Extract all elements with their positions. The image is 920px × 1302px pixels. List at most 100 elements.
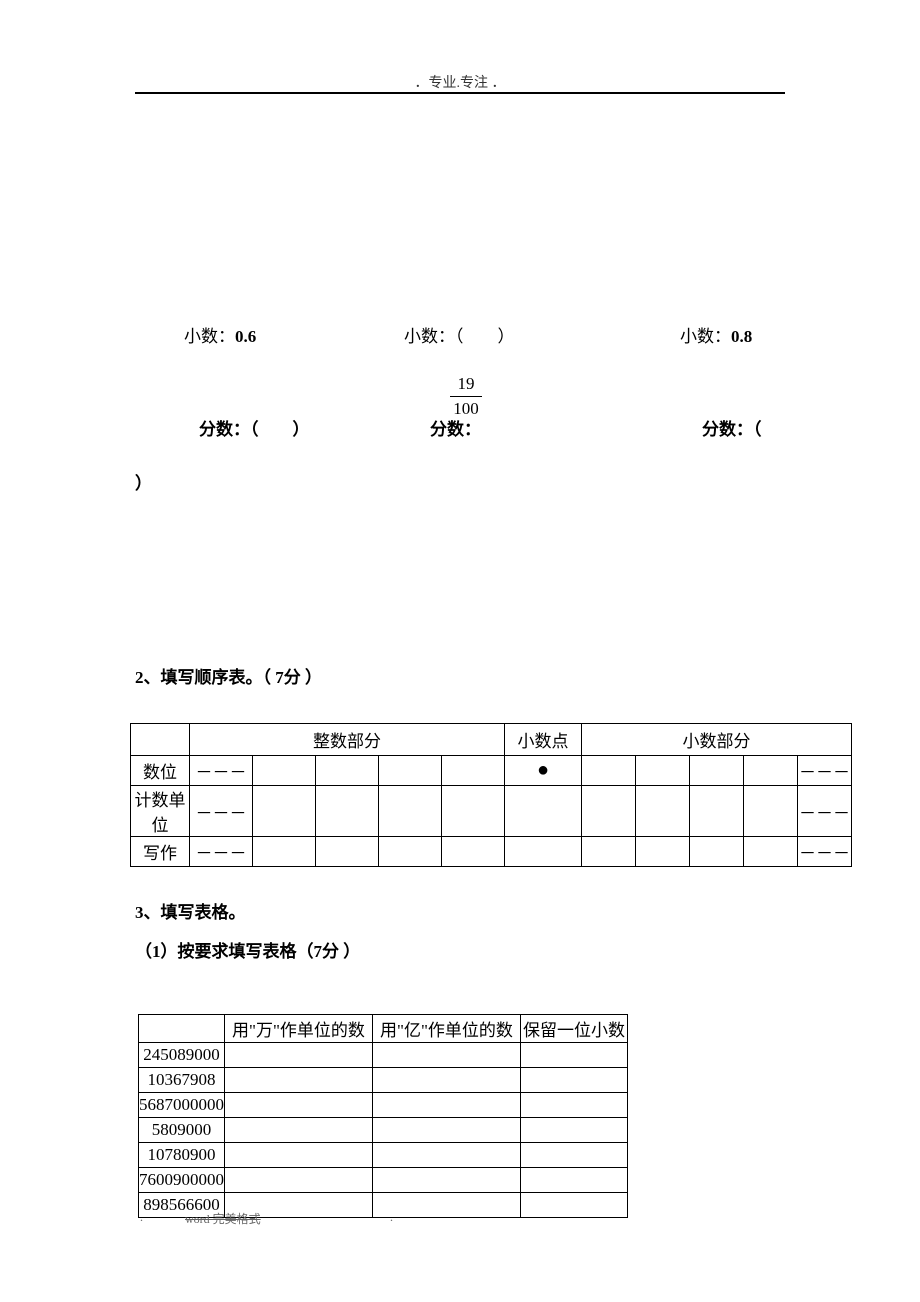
row-label-2: 计数单位 <box>131 786 190 837</box>
table-cell <box>373 1168 521 1193</box>
table-cell: －－－ <box>190 756 253 786</box>
table-cell <box>379 756 442 786</box>
table-1-blank-header <box>131 724 190 756</box>
table-cell: 10367908 <box>139 1068 225 1093</box>
table-cell <box>582 837 636 867</box>
header-text: ．专业.专注 ． <box>415 72 506 92</box>
table-cell: 5809000 <box>139 1118 225 1143</box>
decimal-left-value: 0.6 <box>235 327 256 346</box>
table-cell <box>373 1118 521 1143</box>
table-cell <box>744 837 798 867</box>
table-cell <box>521 1193 628 1218</box>
table-cell <box>744 756 798 786</box>
table-cell <box>253 756 316 786</box>
table-cell <box>316 756 379 786</box>
table-cell <box>521 1043 628 1068</box>
table-cell <box>379 837 442 867</box>
table-row: 数位 －－－ ● －－－ <box>131 756 852 786</box>
table-2-h2: 用"亿"作单位的数 <box>373 1015 521 1043</box>
table-cell <box>521 1143 628 1168</box>
table-cell <box>442 837 505 867</box>
dot-cell: ● <box>505 756 582 786</box>
table-row: 10780900 <box>139 1143 628 1168</box>
decimal-left: 小数：0.6 <box>184 322 256 347</box>
table-cell <box>505 837 582 867</box>
table-2-h1: 用"万"作单位的数 <box>225 1015 373 1043</box>
table-cell <box>636 837 690 867</box>
table-cell <box>316 837 379 867</box>
table-cell: －－－ <box>798 837 852 867</box>
table-cell: 5687000000 <box>139 1093 225 1118</box>
table-cell <box>253 786 316 837</box>
table-cell <box>225 1143 373 1168</box>
table-1-decimal-header: 小数部分 <box>582 724 852 756</box>
section-2-title: 2、填写顺序表。（ 7分 ） <box>135 663 322 688</box>
table-cell: 245089000 <box>139 1043 225 1068</box>
fraction-left: 分数：（ ） <box>199 415 310 440</box>
footer-text: word 完美格式 <box>185 1210 261 1227</box>
table-cell <box>225 1043 373 1068</box>
fraction-bar <box>450 396 482 397</box>
table-cell: －－－ <box>190 837 253 867</box>
footer-dot-right: . <box>390 1210 393 1225</box>
table-cell <box>373 1193 521 1218</box>
table-cell <box>225 1068 373 1093</box>
table-2-h0 <box>139 1015 225 1043</box>
decimal-right: 小数：0.8 <box>680 322 752 347</box>
closing-paren: ） <box>135 469 152 494</box>
table-cell <box>582 786 636 837</box>
table-cell <box>373 1043 521 1068</box>
table-cell <box>373 1093 521 1118</box>
table-1-integer-header: 整数部分 <box>190 724 505 756</box>
table-cell <box>225 1168 373 1193</box>
table-1-header-row: 整数部分 小数点 小数部分 <box>131 724 852 756</box>
table-row: 5809000 <box>139 1118 628 1143</box>
table-1-dot-header: 小数点 <box>505 724 582 756</box>
table-cell <box>373 1143 521 1168</box>
table-cell <box>253 837 316 867</box>
table-cell: －－－ <box>798 786 852 837</box>
fraction-right: 分数：（ <box>702 415 762 440</box>
fill-table: 用"万"作单位的数 用"亿"作单位的数 保留一位小数 245089000 103… <box>138 1014 628 1218</box>
table-cell <box>690 756 744 786</box>
table-row: 计数单位 －－－ －－－ <box>131 786 852 837</box>
table-cell <box>442 756 505 786</box>
header-underline <box>135 92 785 94</box>
table-cell <box>442 786 505 837</box>
section-3-title: 3、填写表格。 <box>135 898 246 923</box>
fraction-mid: 分数： <box>430 415 481 440</box>
table-cell: －－－ <box>190 786 253 837</box>
decimal-right-label: 小数： <box>680 327 731 346</box>
table-cell <box>690 786 744 837</box>
table-cell <box>521 1093 628 1118</box>
sequence-table: 整数部分 小数点 小数部分 数位 －－－ ● －－－ 计数单位 －－－ －－－ … <box>130 723 852 867</box>
table-cell <box>690 837 744 867</box>
table-cell: －－－ <box>798 756 852 786</box>
table-row: 7600900000 <box>139 1168 628 1193</box>
footer-dot-left: . <box>140 1210 143 1225</box>
table-2-h3: 保留一位小数 <box>521 1015 628 1043</box>
table-cell <box>225 1093 373 1118</box>
table-cell <box>316 786 379 837</box>
table-cell <box>505 786 582 837</box>
table-row: 写作 －－－ －－－ <box>131 837 852 867</box>
decimal-mid: 小数：（ ） <box>404 322 515 347</box>
table-cell <box>744 786 798 837</box>
row-label-1: 数位 <box>131 756 190 786</box>
section-3-subtitle: （1）按要求填写表格（7分 ） <box>135 937 360 962</box>
table-cell <box>521 1168 628 1193</box>
table-cell <box>379 786 442 837</box>
table-cell: 10780900 <box>139 1143 225 1168</box>
decimal-left-label: 小数： <box>184 327 235 346</box>
fraction-numerator: 19 <box>450 374 482 394</box>
table-cell: 7600900000 <box>139 1168 225 1193</box>
table-row: 10367908 <box>139 1068 628 1093</box>
table-cell <box>521 1068 628 1093</box>
table-row: 245089000 <box>139 1043 628 1068</box>
fraction-display: 19 100 <box>450 374 482 419</box>
table-cell <box>582 756 636 786</box>
row-label-3: 写作 <box>131 837 190 867</box>
table-cell <box>373 1068 521 1093</box>
table-cell <box>225 1118 373 1143</box>
decimal-right-value: 0.8 <box>731 327 752 346</box>
